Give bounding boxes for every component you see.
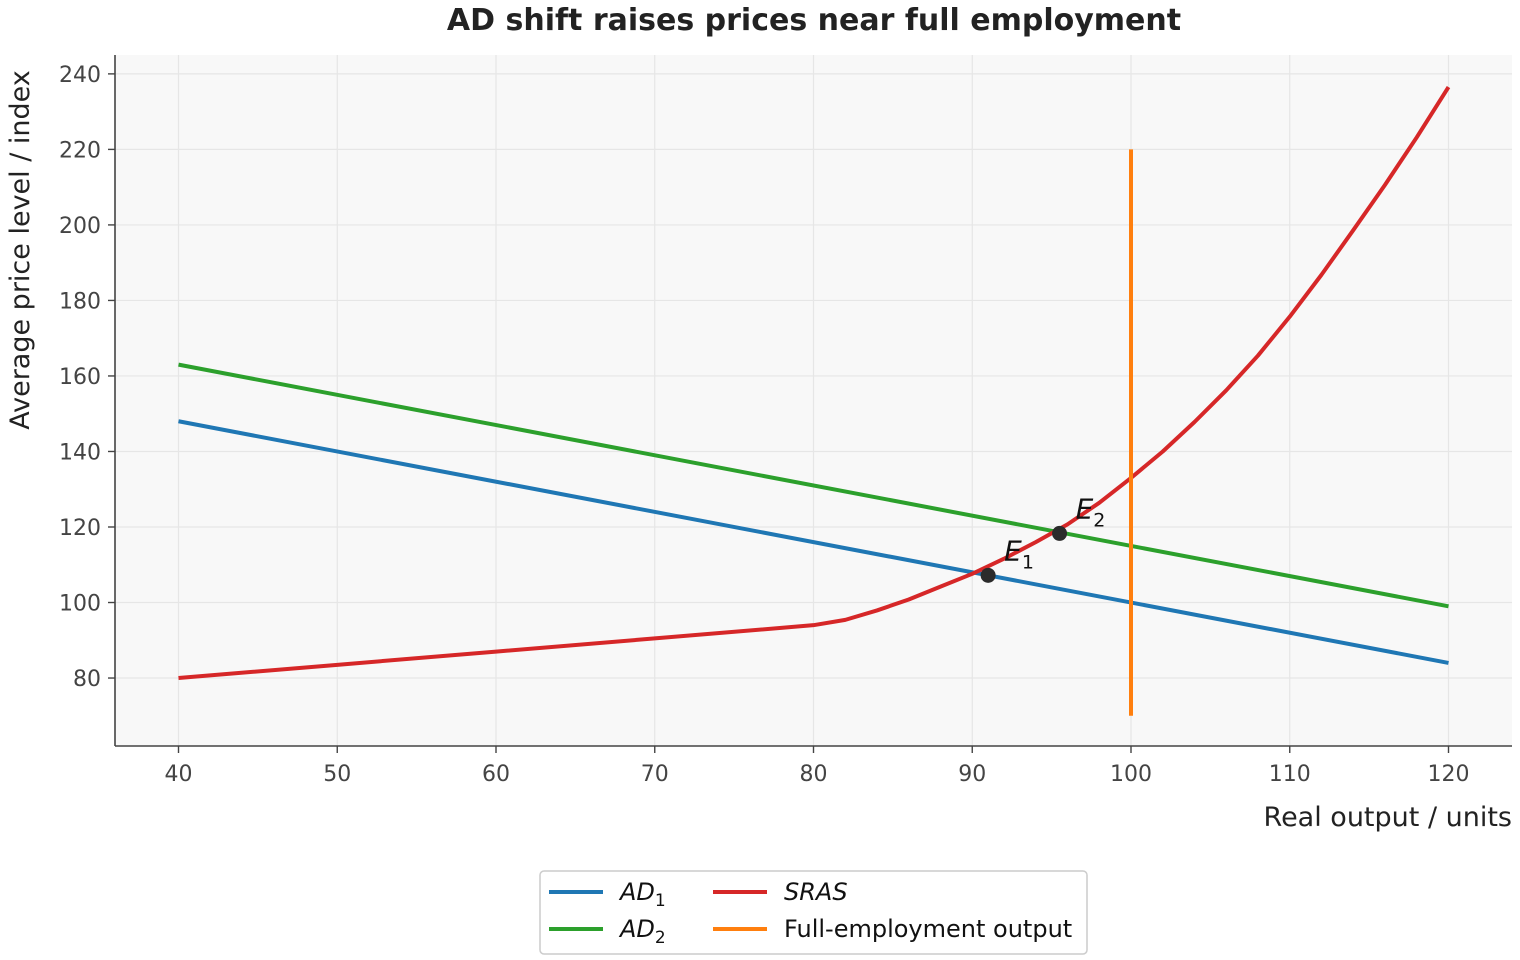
point-E2: [1052, 525, 1068, 541]
legend: AD1 AD2 SRAS Full-employment output: [539, 870, 1088, 955]
grid-lines: [115, 55, 1512, 746]
x-axis-label: Real output / units: [1264, 802, 1512, 833]
legend-label-fe: Full-employment output: [784, 915, 1072, 943]
x-tick-label: 70: [641, 762, 669, 787]
equilibrium-points: E1 E2: [980, 492, 1106, 583]
x-tick-label: 40: [165, 762, 193, 787]
series-line-sras: [178, 86, 1451, 681]
x-tick-label: 50: [323, 762, 351, 787]
y-tick-label: 80: [73, 667, 101, 692]
x-tick-label: 90: [958, 762, 986, 787]
y-tick-label: 120: [59, 516, 101, 541]
legend-box: [539, 870, 1088, 955]
x-tick-label: 120: [1428, 762, 1470, 787]
x-tick-label: 110: [1269, 762, 1311, 787]
legend-label-ad1: AD1: [618, 878, 666, 911]
y-tick-label: 220: [59, 138, 101, 163]
series-layer: [178, 86, 1451, 716]
legend-label-sras: SRAS: [784, 878, 848, 906]
y-tick-label: 140: [59, 440, 101, 465]
x-tick-label: 80: [800, 762, 828, 787]
x-tick-label: 100: [1110, 762, 1152, 787]
point-E1: [980, 567, 996, 583]
point-label-E1: E1: [1004, 534, 1034, 573]
y-tick-label: 160: [59, 365, 101, 390]
y-tick-label: 100: [59, 592, 101, 617]
tick-labels: 40 50 60 70 80 90 100 110 120 80 100 120 140 160 180 20…: [59, 63, 1470, 787]
x-tick-label: 60: [482, 762, 510, 787]
point-label-E2: E2: [1076, 492, 1106, 531]
y-tick-label: 240: [59, 63, 101, 88]
series-line-ad2: [178, 362, 1449, 609]
legend-label-ad2: AD2: [618, 915, 666, 948]
y-axis-label: Average price level / index: [5, 70, 36, 430]
series-line-ad1: [178, 419, 1449, 665]
y-tick-label: 180: [59, 289, 101, 314]
y-tick-label: 200: [59, 214, 101, 239]
chart-title: AD shift raises prices near full employm…: [447, 3, 1181, 38]
